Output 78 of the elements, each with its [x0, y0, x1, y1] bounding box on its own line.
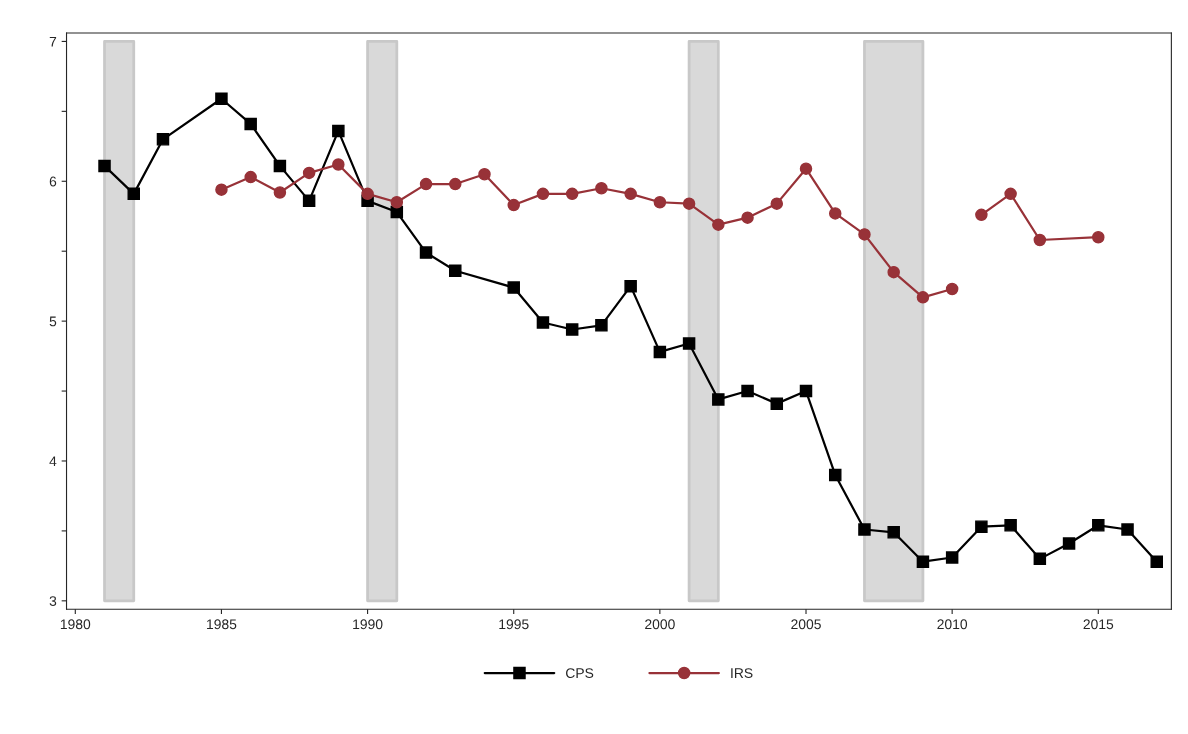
point: [712, 218, 725, 231]
point: [536, 187, 550, 201]
y-tick-label: 4: [49, 456, 57, 467]
y-tick-label: 5: [49, 316, 57, 327]
x-tick-label: 2015: [1083, 619, 1114, 630]
point: [975, 520, 988, 533]
point: [828, 468, 842, 482]
x-tick-label: 1985: [207, 619, 237, 630]
point: [1092, 519, 1105, 532]
y-tick-label: 7: [49, 36, 57, 47]
point: [828, 207, 842, 220]
point: [302, 166, 316, 180]
point: [98, 159, 111, 173]
point: [799, 162, 813, 175]
point: [536, 316, 550, 329]
y-tick-label: 6: [49, 176, 57, 187]
point: [390, 196, 404, 209]
point: [1004, 187, 1017, 201]
point: [1033, 233, 1047, 247]
legend-label: IRS: [731, 668, 753, 679]
point: [945, 282, 959, 296]
point: [244, 117, 257, 131]
point: [887, 526, 900, 539]
point: [215, 92, 228, 106]
point: [945, 551, 959, 564]
legend-label: CPS: [566, 668, 594, 679]
point: [478, 168, 491, 181]
point: [507, 281, 520, 294]
point: [595, 319, 608, 332]
point: [975, 208, 988, 222]
point: [565, 323, 579, 336]
point: [799, 384, 813, 398]
point: [419, 177, 433, 191]
point: [1033, 552, 1047, 566]
point: [1092, 230, 1105, 244]
point: [273, 159, 287, 173]
x-tick-label: 2005: [791, 619, 821, 630]
point: [916, 555, 930, 568]
point: [858, 523, 871, 536]
point: [361, 187, 374, 201]
point: [419, 246, 433, 259]
point: [858, 228, 871, 241]
point: [332, 158, 345, 171]
point: [770, 197, 784, 210]
point: [712, 393, 725, 406]
point: [1004, 519, 1017, 532]
point: [770, 397, 784, 410]
point: [653, 345, 667, 359]
point: [1062, 537, 1076, 550]
point: [1121, 523, 1134, 536]
x-tick-label: 1990: [353, 619, 383, 630]
x-tick-label: 1980: [60, 619, 91, 630]
point: [653, 196, 667, 209]
point: [127, 187, 141, 201]
x-tick-label: 2000: [645, 619, 675, 630]
point: [565, 187, 579, 201]
point: [156, 133, 170, 146]
x-tick-label: 2010: [937, 619, 968, 630]
point: [332, 124, 345, 138]
point: [244, 170, 257, 184]
point: [449, 264, 462, 278]
point: [302, 194, 316, 208]
point: [682, 197, 696, 210]
point: [449, 177, 462, 191]
point: [595, 182, 608, 195]
point: [741, 211, 754, 224]
y-tick-label: 3: [49, 596, 57, 606]
point: [624, 187, 637, 201]
point: [741, 384, 754, 398]
point: [215, 183, 228, 196]
point: [1150, 555, 1164, 568]
point: [507, 198, 520, 212]
point: [273, 186, 287, 199]
x-tick-label: 1995: [499, 619, 529, 630]
point: [887, 265, 900, 279]
point: [916, 291, 930, 304]
point: [682, 337, 696, 350]
point: [624, 279, 637, 293]
